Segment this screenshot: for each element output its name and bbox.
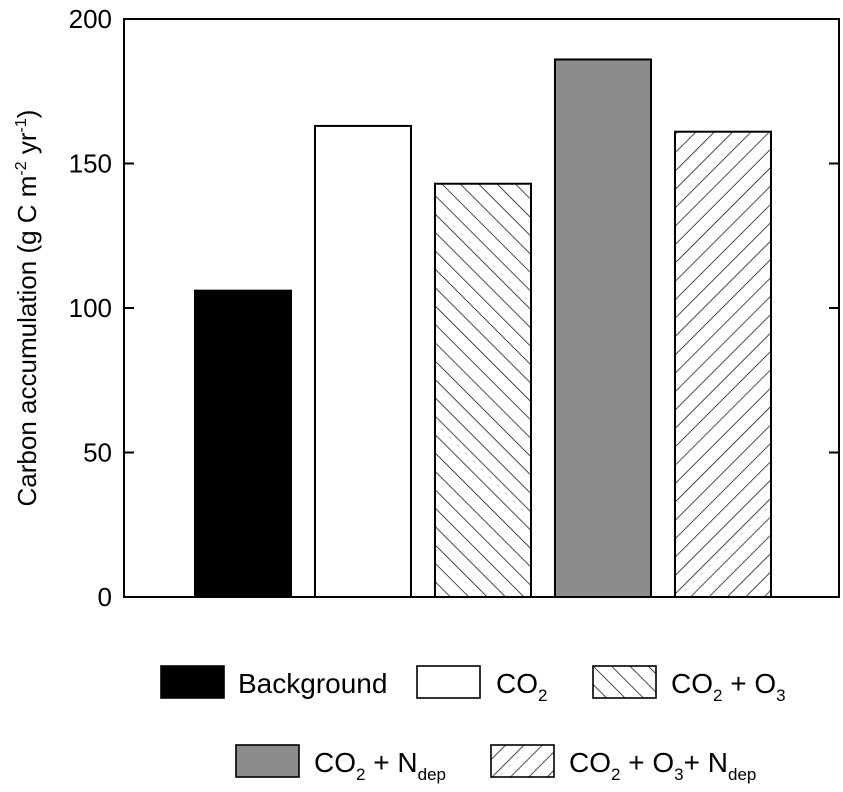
bar-3	[554, 58, 652, 598]
y-tick-label-3: 150	[69, 149, 112, 179]
legend-label-3: CO2 + Ndep	[314, 747, 446, 784]
y-tick-label-0: 0	[98, 582, 112, 612]
legend-swatch-2	[592, 665, 657, 699]
legend: Background CO2 CO2 + O3 CO2 + Ndep CO2 + O3+…	[160, 665, 786, 784]
y-tick-label-2: 100	[69, 293, 112, 323]
legend-swatch-0	[160, 665, 225, 699]
bars-group	[194, 58, 772, 599]
legend-label-1: CO2	[496, 668, 547, 705]
y-tick-label-1: 50	[83, 438, 112, 468]
legend-label-2: CO2 + O3	[671, 668, 786, 705]
bar-1	[314, 124, 412, 599]
y-tick-label-4: 200	[69, 4, 112, 34]
legend-label-0: Background	[238, 668, 387, 699]
legend-swatch-1	[416, 665, 481, 699]
bar-2	[434, 182, 532, 598]
bar-0	[194, 289, 292, 598]
legend-label-4: CO2 + O3+ Ndep	[569, 747, 756, 784]
legend-swatch-3	[235, 744, 300, 778]
bar-4	[674, 130, 772, 599]
y-axis-ticks: 0 50 100 150 200	[69, 4, 839, 612]
y-axis-title: Carbon accumulation (g C m-2 yr-1)	[12, 110, 42, 507]
legend-swatch-4	[490, 744, 555, 778]
